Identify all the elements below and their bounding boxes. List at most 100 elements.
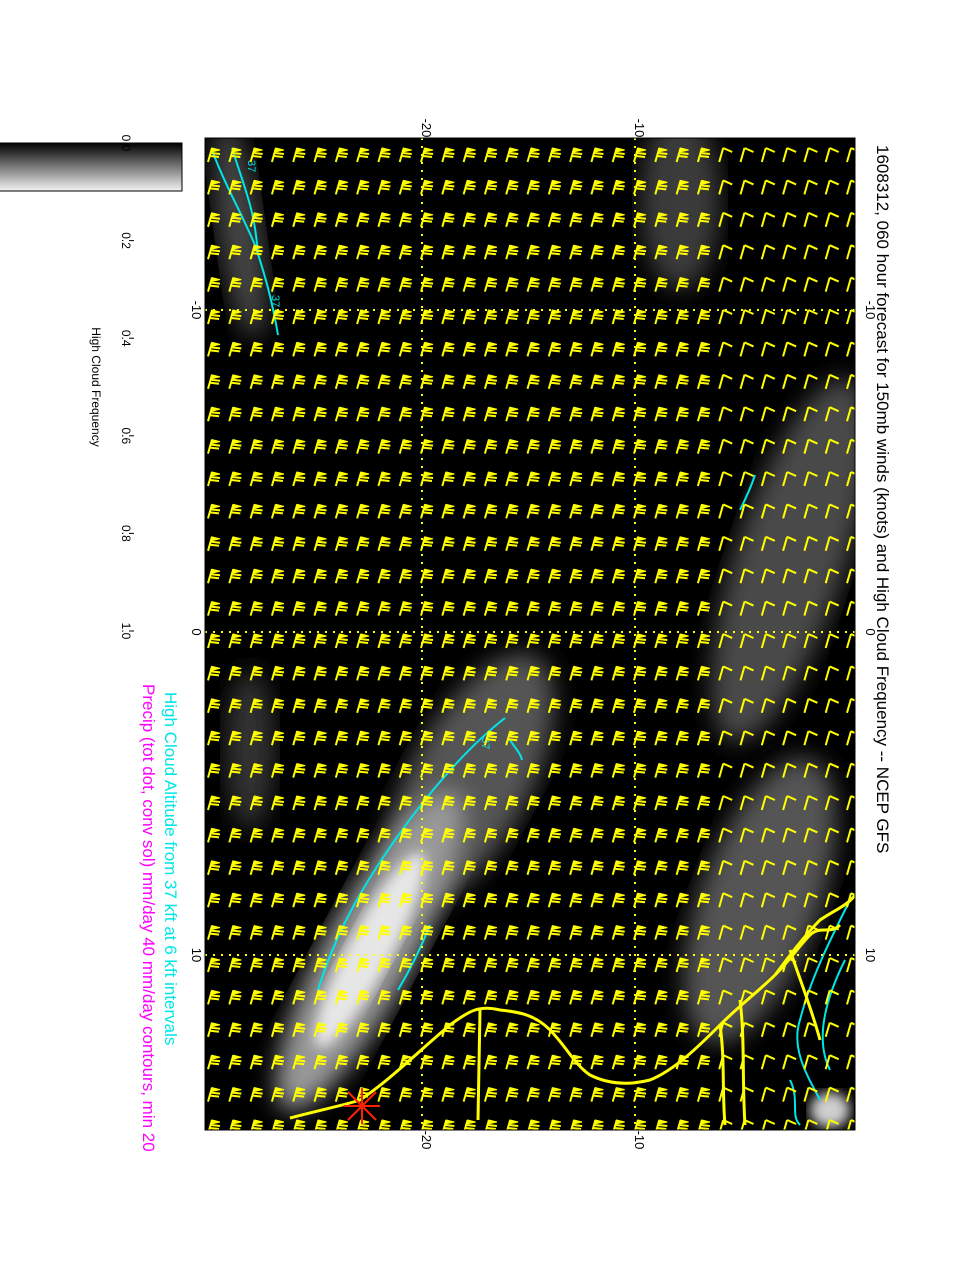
wind-barb [441,341,455,357]
wind-barb [441,827,455,843]
lat-lon-grid [205,138,855,1130]
wind-barb [483,730,498,746]
wind-barb [739,924,754,940]
wind-barb [696,374,711,390]
wind-barb [441,924,455,940]
wind-barb [547,762,561,778]
wind-barb [228,406,242,422]
wind-barb [739,373,754,390]
wind-barb [739,406,754,422]
wind-barb [483,471,498,487]
wind-barb [526,212,540,228]
wind-barb [377,698,391,714]
wind-barb [547,860,561,876]
wind-barb [526,924,540,940]
wind-barb [696,503,711,519]
wind-barb [654,244,668,260]
wind-barb [505,633,519,649]
wind-barb [611,600,625,616]
wind-barb [526,827,540,843]
wind-barb [462,341,476,357]
wind-barb [760,179,776,195]
wind-barb [696,406,711,422]
wind-barb [207,503,221,519]
wind-barb [462,438,476,454]
wind-barb [591,1119,604,1130]
wind-barb [547,276,561,292]
wind-barb [250,1119,263,1130]
wind-barb [356,633,370,649]
wind-barb [505,892,519,908]
colorbar-label: High Cloud Frequency [89,327,103,446]
wind-barb [270,406,285,422]
wind-barb [356,957,370,973]
wind-barb [292,276,306,292]
wind-barb [803,244,818,260]
wind-barb [803,568,818,584]
wind-barb [292,406,306,422]
wind-barb [633,795,647,811]
wind-barb [270,212,285,228]
wind-barb [334,1022,348,1038]
wind-barb [611,147,625,163]
wind-barb [377,438,391,454]
wind-barb [803,276,818,292]
wind-barb [824,373,840,390]
wind-barb [313,471,327,487]
wind-barb [718,147,733,163]
wind-barb [569,924,583,940]
wind-barb [441,244,455,260]
wind-barb [760,1021,776,1038]
wind-barb [846,730,855,746]
wind-barb [760,795,776,811]
wind-barb [249,341,263,357]
wind-barb [760,503,776,519]
wind-barb [207,730,221,746]
wind-barb [270,471,285,487]
wind-barb [846,957,855,973]
wind-barb [270,827,285,843]
wind-barb [292,309,306,325]
wind-barb [739,697,754,714]
wind-barb [526,341,540,357]
wind-barb [824,665,840,681]
wind-barb [292,147,306,163]
wind-barb [803,535,818,552]
wind-barb [803,406,818,422]
wind-barb [356,179,370,195]
wind-barb [654,924,668,940]
wind-barb [483,827,498,843]
wind-barb [377,730,391,746]
wind-barb [505,730,519,746]
wind-barb [377,212,391,228]
wind-barb [824,341,840,357]
wind-barb [739,276,754,292]
wind-barb [526,244,540,260]
wind-barb [782,762,797,778]
wind-barb [760,924,776,940]
wind-barb [356,698,370,714]
wind-barb [420,438,434,454]
wind-barb [612,1119,625,1130]
wind-barb [696,438,711,454]
wind-barb [526,374,540,390]
wind-barb [654,1054,668,1070]
wind-barb [675,795,689,811]
wind-barb [803,697,818,714]
wind-barb [760,438,776,454]
wind-barb [824,1086,840,1102]
wind-barb [696,633,711,649]
wind-barb [547,665,561,681]
wind-barb [696,600,711,616]
wind-barb [782,665,797,681]
wind-barb [654,795,668,811]
wind-barb [398,633,412,649]
wind-barb [760,892,776,908]
wind-barb [654,374,668,390]
wind-barb [462,471,476,487]
wind-barb [228,795,242,811]
wind-barb [505,438,519,454]
wind-barb [207,924,221,940]
wind-barb [398,698,412,714]
wind-barb [228,989,242,1005]
